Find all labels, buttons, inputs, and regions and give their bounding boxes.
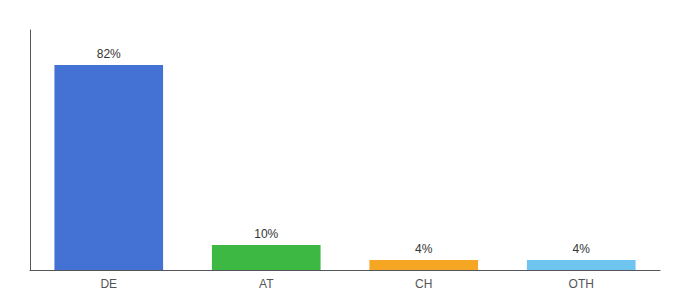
svg-text:82%: 82% — [97, 47, 121, 61]
svg-text:AT: AT — [259, 277, 274, 291]
svg-text:DE: DE — [100, 277, 117, 291]
svg-text:CH: CH — [415, 277, 432, 291]
svg-text:4%: 4% — [415, 242, 433, 256]
svg-text:10%: 10% — [254, 227, 278, 241]
svg-text:OTH: OTH — [569, 277, 594, 291]
svg-text:4%: 4% — [573, 242, 591, 256]
